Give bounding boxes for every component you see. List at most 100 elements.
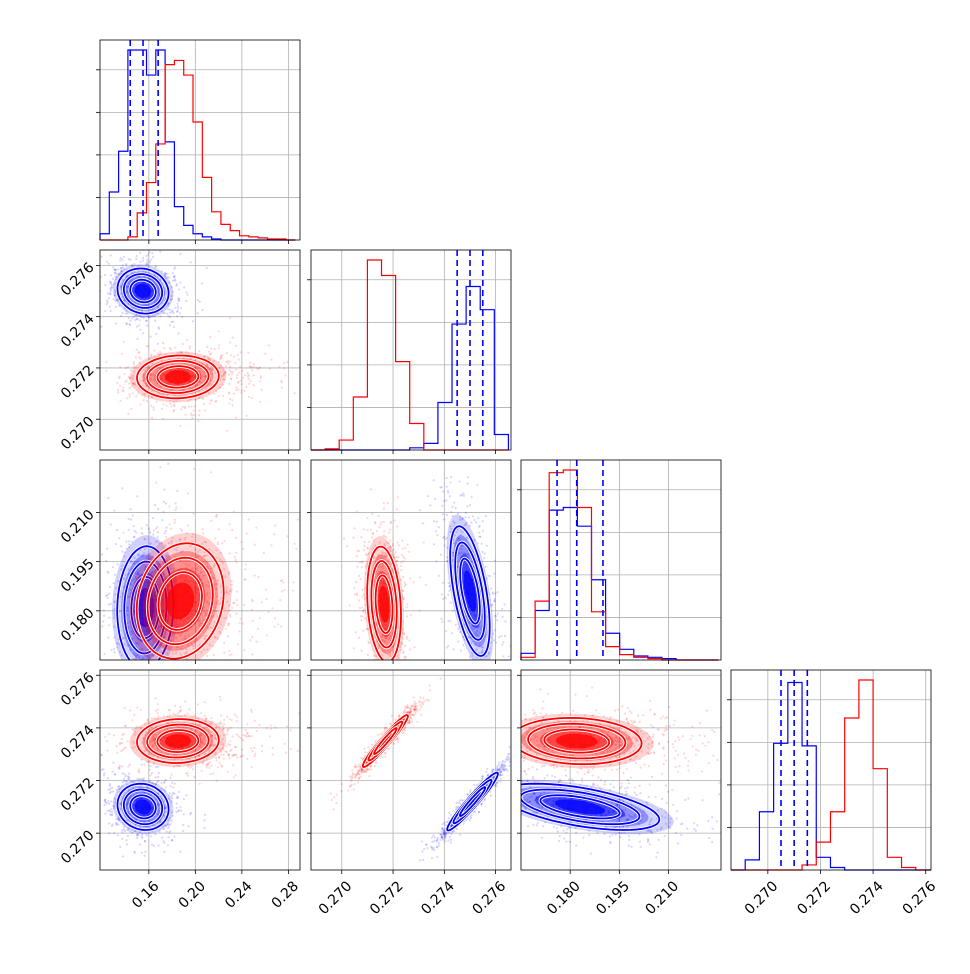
sample-point-blue (470, 521, 472, 523)
hist-panel-0 (96, 40, 300, 244)
sample-point-blue (504, 635, 506, 637)
sample-point-blue (167, 844, 169, 846)
sample-point-blue (104, 284, 106, 286)
sample-point-red (281, 387, 283, 389)
sample-point-red (400, 666, 402, 668)
sample-point-blue (129, 324, 131, 326)
sample-point-red (173, 404, 175, 406)
sample-point-blue (472, 515, 474, 517)
sample-point-blue (121, 829, 123, 831)
sample-point-red (229, 398, 231, 400)
sample-point-blue (155, 680, 157, 682)
sample-point-blue (463, 662, 465, 664)
sample-point-blue (177, 303, 179, 305)
sample-point-red (412, 661, 414, 663)
sample-point-blue (466, 505, 468, 507)
sample-point-blue (121, 487, 123, 489)
sample-point-blue (166, 831, 168, 833)
sample-point-red (130, 677, 132, 679)
sample-point-red (208, 351, 210, 353)
sample-point-blue (115, 822, 117, 824)
sample-point-blue (436, 534, 438, 536)
sample-point-blue (182, 824, 184, 826)
sample-point-red (125, 623, 127, 625)
sample-point-blue (115, 543, 117, 545)
sample-point-blue (154, 447, 156, 449)
sample-point-blue (488, 682, 490, 684)
sample-point-blue (142, 663, 144, 665)
sample-point-red (253, 374, 255, 376)
sample-point-blue (102, 620, 104, 622)
sample-point-blue (165, 502, 167, 504)
sample-point-blue (154, 833, 156, 835)
sample-point-red (120, 400, 122, 402)
sample-point-blue (136, 318, 138, 320)
sample-point-red (253, 363, 255, 365)
sample-point-blue (97, 611, 99, 613)
sample-point-red (388, 662, 390, 664)
sample-point-blue (123, 256, 125, 258)
sample-point-red (202, 528, 204, 530)
sample-point-blue (480, 543, 482, 545)
sample-point-blue (136, 495, 138, 497)
sample-point-blue (125, 541, 127, 543)
sample-point-blue (98, 537, 100, 539)
sample-point-blue (491, 604, 493, 606)
sample-point-blue (154, 504, 156, 506)
sample-point-blue (121, 765, 123, 767)
sample-point-blue (508, 656, 510, 658)
sample-point-blue (464, 516, 466, 518)
sample-point-red (404, 547, 406, 549)
sample-point-red (278, 366, 280, 368)
sample-point-red (97, 556, 99, 558)
sample-point-red (105, 370, 107, 372)
sample-point-blue (493, 600, 495, 602)
sample-point-red (225, 365, 227, 367)
sample-point-red (356, 594, 358, 596)
sample-point-blue (132, 514, 134, 516)
sample-point-blue (473, 665, 475, 667)
sample-point-red (268, 344, 270, 346)
sample-point-red (413, 646, 415, 648)
sample-point-blue (151, 844, 153, 846)
sample-point-blue (105, 560, 107, 562)
sample-point-red (400, 688, 402, 690)
sample-point-red (388, 532, 390, 534)
sample-point-red (380, 672, 382, 674)
sample-point-red (356, 566, 358, 568)
sample-point-red (367, 641, 369, 643)
sample-point-blue (109, 293, 111, 295)
sample-point-blue (124, 671, 126, 673)
sample-point-blue (114, 773, 116, 775)
sample-point-red (233, 356, 235, 358)
sample-point-blue (146, 261, 148, 263)
sample-point-red (343, 537, 345, 539)
sample-point-red (170, 678, 172, 680)
sample-point-red (243, 649, 245, 651)
sample-point-blue (115, 322, 117, 324)
sample-point-red (406, 603, 408, 605)
sample-point-red (293, 392, 295, 394)
sample-point-red (237, 643, 239, 645)
sample-point-red (217, 543, 219, 545)
hist-step-blue (100, 50, 295, 240)
sample-point-blue (442, 598, 444, 600)
sample-point-red (361, 566, 363, 568)
sample-point-blue (156, 665, 158, 667)
sample-point-blue (173, 275, 175, 277)
sample-point-red (209, 402, 211, 404)
sample-point-blue (136, 326, 138, 328)
sample-point-blue (450, 481, 452, 483)
sample-point-blue (109, 306, 111, 308)
sample-point-blue (171, 311, 173, 313)
sample-point-blue (488, 670, 490, 672)
sample-point-red (188, 348, 190, 350)
sample-point-blue (435, 560, 437, 562)
sample-point-blue (150, 336, 152, 338)
sample-point-blue (148, 244, 150, 246)
sample-point-red (93, 670, 95, 672)
sample-point-red (390, 522, 392, 524)
sample-point-blue (192, 320, 194, 322)
sample-point-blue (148, 251, 150, 253)
sample-point-blue (106, 594, 108, 596)
